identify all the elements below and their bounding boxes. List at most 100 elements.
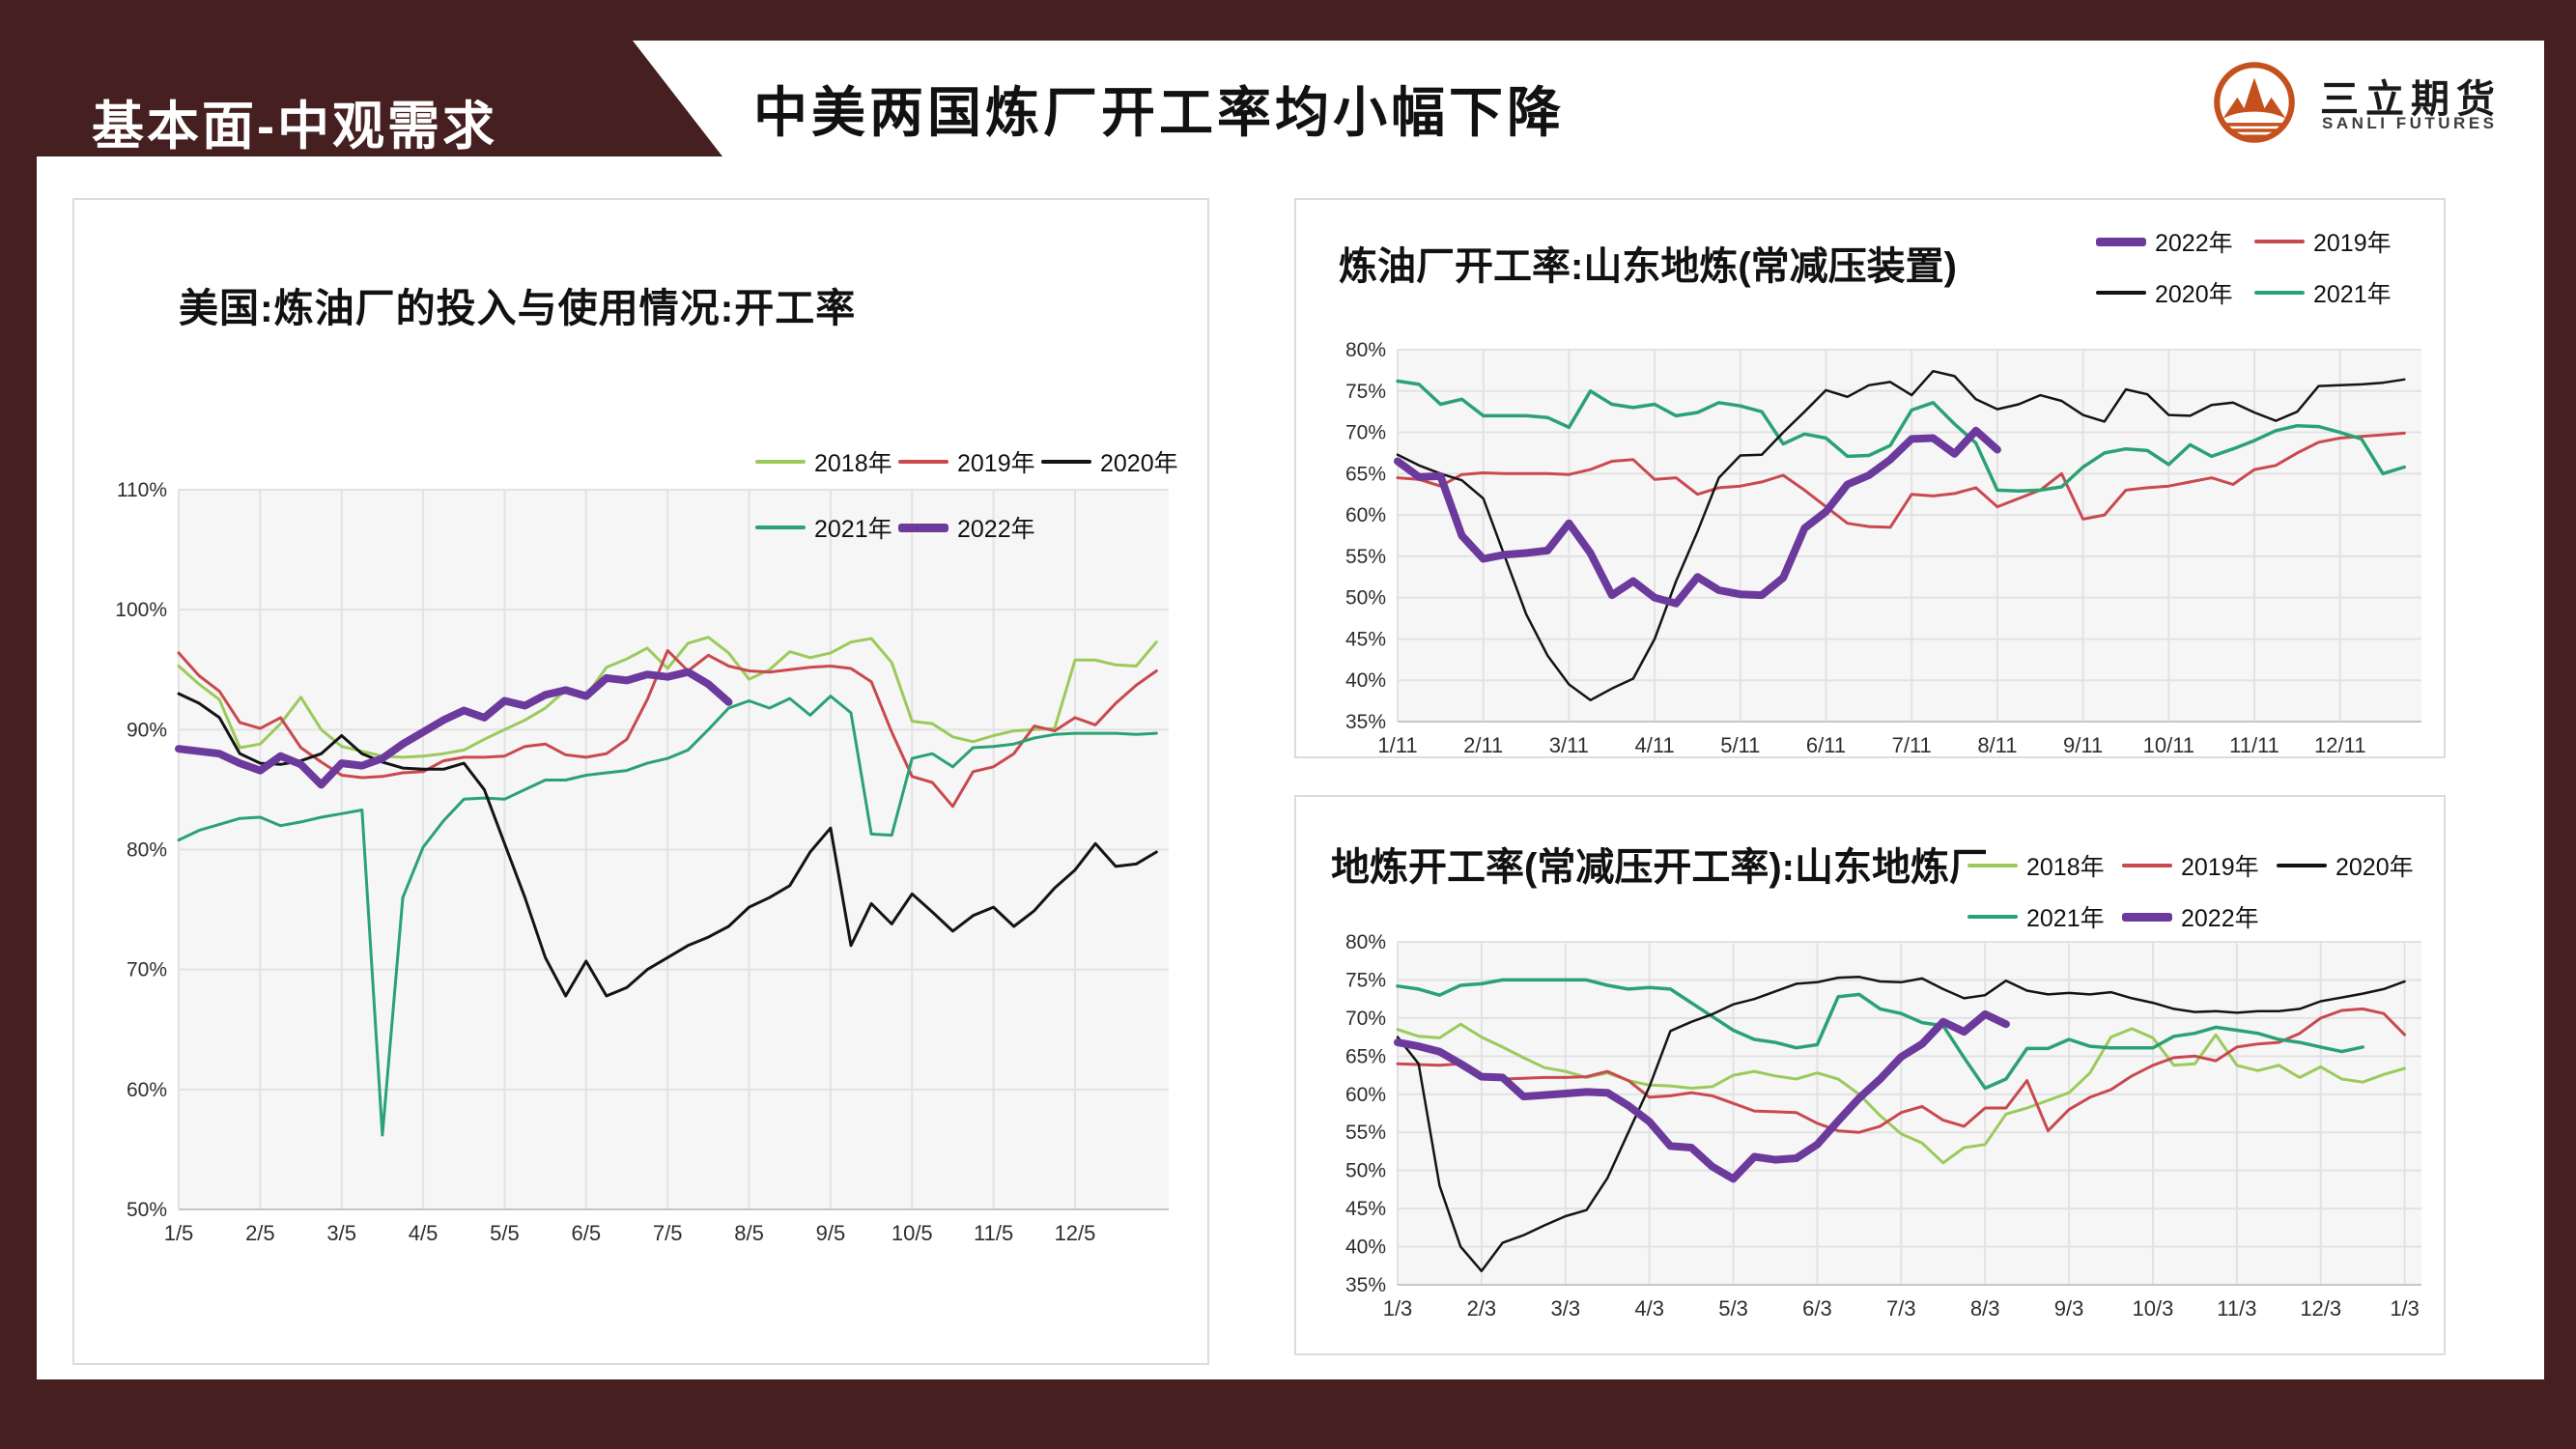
svg-text:9/3: 9/3 — [2054, 1296, 2084, 1321]
legend-swatch-icon — [2254, 291, 2305, 295]
legend-label: 2022年 — [957, 516, 1035, 543]
brand-name-cn: 三立期货 — [2320, 78, 2502, 121]
svg-text:75%: 75% — [1345, 969, 1386, 991]
legend-row: 2020年 2021年 — [2096, 275, 2413, 310]
svg-text:3/3: 3/3 — [1550, 1296, 1580, 1321]
chart-title-shandong-local: 地炼开工率(常减压开工率):山东地炼厂 — [1331, 846, 1988, 889]
legend-label: 2021年 — [2026, 905, 2105, 932]
legend-swatch-icon — [2254, 240, 2305, 243]
svg-text:8/5: 8/5 — [734, 1221, 764, 1245]
legend-item: 2020年 — [2096, 275, 2254, 310]
svg-text:9/5: 9/5 — [816, 1221, 846, 1245]
svg-text:45%: 45% — [1345, 1198, 1386, 1220]
svg-text:1/3: 1/3 — [1383, 1296, 1413, 1321]
chart-title-shandong-refinery: 炼油厂开工率:山东地炼(常减压装置) — [1339, 245, 1957, 288]
svg-text:2/11: 2/11 — [1463, 733, 1503, 756]
legend-swatch-icon — [2096, 237, 2146, 246]
legend-label: 2018年 — [814, 450, 892, 477]
legend-swatch-icon — [2096, 291, 2146, 295]
svg-text:50%: 50% — [127, 1199, 167, 1221]
svg-text:4/3: 4/3 — [1634, 1296, 1664, 1321]
svg-text:7/3: 7/3 — [1886, 1296, 1916, 1321]
chart-title-us-refinery: 美国:炼油厂的投入与使用情况:开工率 — [179, 286, 857, 330]
legend-item: 2022年 — [898, 510, 1041, 545]
legend-row: 2021年 2022年 — [755, 510, 1184, 545]
svg-text:10/11: 10/11 — [2143, 733, 2194, 756]
series-line-2020年 — [1396, 976, 2406, 1273]
svg-text:35%: 35% — [1345, 1274, 1386, 1296]
svg-text:8/3: 8/3 — [1970, 1296, 2000, 1321]
legend-item: 2022年 — [2122, 899, 2277, 934]
svg-text:35%: 35% — [1345, 711, 1386, 733]
svg-text:1/11: 1/11 — [1377, 733, 1417, 756]
svg-text:70%: 70% — [1345, 1008, 1386, 1030]
panel-shandong-local-refinery: 80% 75% 70% 65% 60% 55% 50% 45% 40% 35% 1/3 2/3 3/3 4… — [1294, 795, 2446, 1355]
legend-row: 2018年 2019年 2020年 — [1967, 848, 2431, 883]
legend-shandong-refinery: 2022年 2019年 2020年 2021年 — [2096, 224, 2413, 327]
legend-item: 2021年 — [2254, 275, 2413, 310]
legend-label: 2020年 — [2335, 854, 2414, 881]
svg-text:11/3: 11/3 — [2217, 1296, 2256, 1321]
brand-name-en: SANLI FUTURES — [2322, 114, 2498, 132]
chart-svg: 80% 75% 70% 65% 60% 55% 50% 45% 40% 35%1/11 2/11 3/… — [1345, 339, 2421, 757]
series-line-2019年 — [1396, 1007, 2407, 1134]
svg-text:4/5: 4/5 — [409, 1221, 439, 1245]
svg-text:12/11: 12/11 — [2314, 733, 2365, 756]
legend-label: 2018年 — [2026, 854, 2105, 881]
svg-text:75%: 75% — [1345, 381, 1386, 403]
svg-text:8/11: 8/11 — [1977, 733, 2017, 756]
svg-text:60%: 60% — [1345, 1084, 1386, 1106]
series-line-2022年 — [1394, 426, 2001, 608]
sanli-mountain-sun-logo-icon — [2214, 62, 2295, 143]
page-title: 中美两国炼厂开工率均小幅下降 — [753, 82, 1565, 143]
series-line-2019年 — [177, 648, 1158, 809]
legend-item: 2021年 — [1967, 899, 2122, 934]
legend-item: 2019年 — [2122, 848, 2277, 883]
svg-text:2/5: 2/5 — [245, 1221, 275, 1245]
series-line-2018年 — [177, 636, 1158, 759]
svg-text:9/11: 9/11 — [2063, 733, 2103, 756]
svg-text:1/3: 1/3 — [2390, 1296, 2420, 1321]
svg-text:40%: 40% — [1345, 669, 1386, 692]
legend-swatch-icon — [755, 460, 806, 464]
legend-swatch-icon — [1967, 864, 2018, 867]
svg-text:60%: 60% — [127, 1079, 167, 1101]
svg-text:50%: 50% — [1345, 587, 1386, 610]
legend-label: 2020年 — [1100, 450, 1178, 477]
legend-label: 2020年 — [2155, 281, 2233, 308]
legend-item: 2022年 — [2096, 224, 2254, 259]
svg-text:7/5: 7/5 — [653, 1221, 683, 1245]
series-line-2019年 — [1396, 431, 2406, 529]
legend-row: 2022年 2019年 — [2096, 224, 2413, 259]
chart-svg: 80%75%70%65%60%55%50%45%40%35%1/3 2/3 3/3 4… — [1345, 931, 2421, 1321]
svg-text:5/5: 5/5 — [490, 1221, 520, 1245]
svg-text:55%: 55% — [1345, 1122, 1386, 1144]
svg-text:12/3: 12/3 — [2300, 1296, 2341, 1321]
svg-text:90%: 90% — [127, 719, 167, 741]
legend-label: 2021年 — [2313, 281, 2392, 308]
title-band: 中美两国炼厂开工率均小幅下降 三立期货 SANLI FUTURES — [633, 41, 2544, 156]
series-line-2022年 — [1394, 1009, 2010, 1183]
frame-left-strip — [0, 0, 37, 1449]
svg-text:6/11: 6/11 — [1806, 733, 1846, 756]
legend-item: 2018年 — [1967, 848, 2122, 883]
legend-item: 2019年 — [898, 444, 1041, 479]
legend-swatch-icon — [2122, 912, 2172, 922]
legend-item: 2020年 — [1041, 444, 1184, 479]
legend-us-refinery: 2018年 2019年 2020年 2021年 2022年 — [755, 444, 1184, 576]
svg-text:3/11: 3/11 — [1549, 733, 1589, 756]
svg-text:55%: 55% — [1345, 546, 1386, 568]
series-line-2021年 — [1396, 379, 2407, 494]
axis-tick-labels: 80% 75% 70% 65% 60% 55% 50% 45% 40% 35%1/11 2/11 3/… — [1345, 339, 2365, 757]
svg-text:80%: 80% — [1345, 339, 1386, 361]
svg-text:65%: 65% — [1345, 1045, 1386, 1067]
axis-tick-labels: 80%75%70%65%60%55%50%45%40%35%1/3 2/3 3/3 4… — [1345, 931, 2420, 1321]
series-line-2020年 — [1396, 369, 2406, 702]
legend-item: 2018年 — [755, 444, 898, 479]
frame-bottom-bar — [0, 1379, 2576, 1449]
legend-swatch-icon — [1041, 460, 1091, 464]
svg-text:80%: 80% — [1345, 931, 1386, 953]
svg-text:100%: 100% — [115, 599, 167, 621]
legend-swatch-icon — [898, 523, 948, 532]
frame-right-strip — [2544, 0, 2576, 1449]
